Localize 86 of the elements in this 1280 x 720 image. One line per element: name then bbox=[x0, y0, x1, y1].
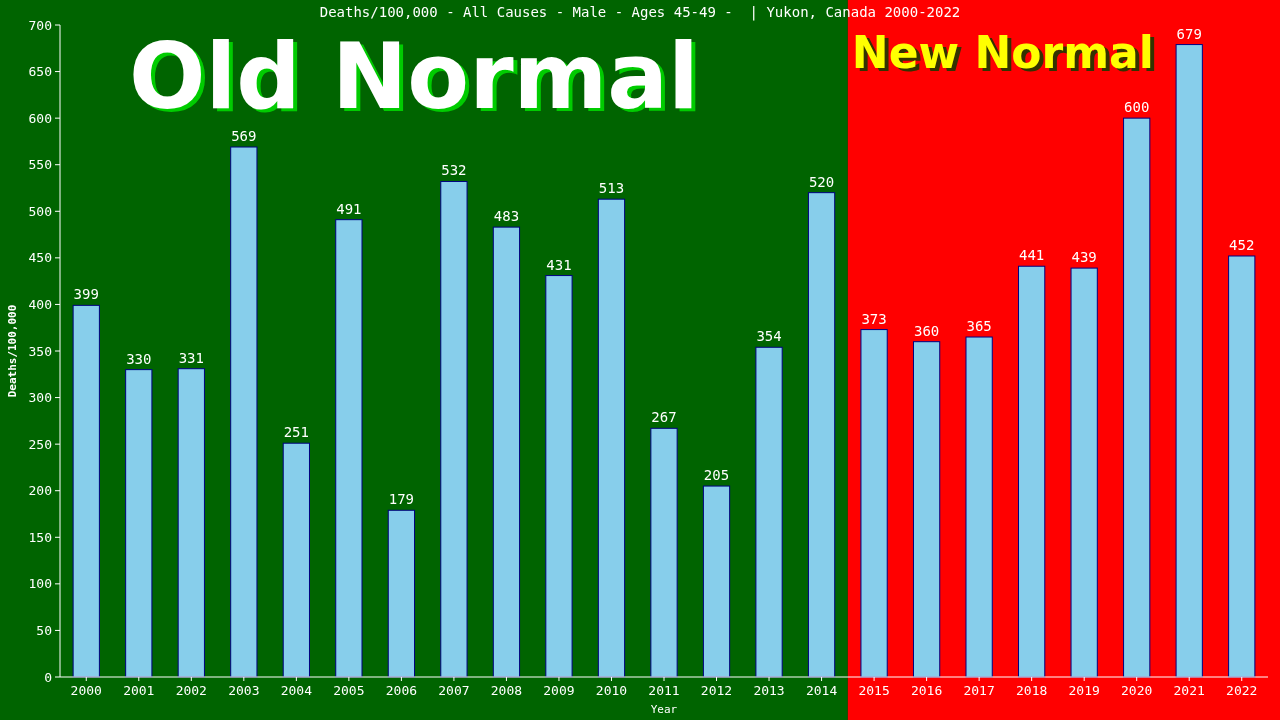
bar bbox=[965, 336, 993, 678]
bar bbox=[650, 427, 678, 678]
y-tick-label: 550 bbox=[28, 157, 52, 173]
y-tick-label: 700 bbox=[28, 17, 52, 33]
bar bbox=[1228, 255, 1256, 678]
x-tick-label: 2022 bbox=[1226, 683, 1258, 698]
y-axis-title: Deaths/100,000 bbox=[6, 304, 19, 398]
bar bbox=[387, 509, 416, 678]
bar bbox=[335, 219, 363, 678]
bar bbox=[72, 304, 100, 678]
x-tick-label: 2011 bbox=[648, 683, 680, 698]
y-tick-label: 500 bbox=[28, 203, 52, 219]
data-label: 439 bbox=[1071, 249, 1097, 266]
bar bbox=[1070, 267, 1098, 678]
y-tick-label: 400 bbox=[28, 296, 52, 312]
bar bbox=[230, 146, 258, 678]
x-tick-label: 2018 bbox=[1016, 683, 1048, 698]
bar bbox=[702, 485, 731, 678]
data-label: 331 bbox=[178, 349, 204, 366]
x-tick-label: 2007 bbox=[438, 683, 470, 698]
data-label: 205 bbox=[703, 467, 730, 484]
y-tick-label: 350 bbox=[28, 343, 52, 359]
bar bbox=[1175, 44, 1203, 678]
x-tick-label: 2005 bbox=[333, 683, 365, 698]
x-tick-label: 2006 bbox=[385, 683, 418, 698]
data-label: 600 bbox=[1124, 99, 1150, 116]
y-tick-label: 50 bbox=[36, 622, 52, 638]
x-tick-label: 2019 bbox=[1068, 683, 1100, 698]
data-label: 431 bbox=[546, 256, 572, 273]
x-tick-label: 2021 bbox=[1173, 683, 1205, 698]
y-tick-label: 450 bbox=[28, 250, 52, 266]
bar bbox=[597, 198, 626, 678]
bar bbox=[1018, 265, 1046, 678]
x-tick-label: 2009 bbox=[543, 683, 575, 698]
bar bbox=[492, 226, 521, 678]
data-label: 513 bbox=[598, 180, 625, 197]
x-tick-label: 2002 bbox=[175, 683, 207, 698]
data-label: 520 bbox=[808, 173, 835, 190]
data-label: 360 bbox=[913, 322, 940, 339]
x-tick-label: 2015 bbox=[858, 683, 890, 698]
x-axis-title: Year bbox=[650, 703, 678, 716]
y-tick-label: 200 bbox=[28, 483, 52, 499]
data-label: 452 bbox=[1229, 236, 1255, 253]
bar bbox=[282, 442, 310, 678]
data-label: 179 bbox=[388, 491, 415, 508]
data-label: 373 bbox=[861, 310, 887, 327]
bar bbox=[860, 329, 888, 678]
x-tick-label: 2010 bbox=[595, 683, 628, 698]
x-tick-label: 2020 bbox=[1121, 683, 1153, 698]
bar bbox=[755, 346, 783, 678]
bar bbox=[440, 180, 468, 678]
y-tick-label: 650 bbox=[28, 64, 52, 80]
y-tick-label: 0 bbox=[44, 669, 52, 685]
data-label: 679 bbox=[1176, 25, 1202, 42]
data-label: 354 bbox=[756, 328, 782, 345]
data-label: 399 bbox=[73, 286, 99, 303]
y-tick-label: 150 bbox=[28, 529, 52, 545]
data-label: 251 bbox=[283, 424, 309, 441]
x-tick-label: 2012 bbox=[700, 683, 733, 698]
bar bbox=[545, 275, 573, 678]
data-label: 569 bbox=[231, 128, 257, 145]
data-label: 267 bbox=[651, 409, 677, 426]
x-tick-label: 2000 bbox=[70, 683, 102, 698]
x-tick-label: 2001 bbox=[123, 683, 155, 698]
data-label: 532 bbox=[441, 162, 467, 179]
y-tick-label: 600 bbox=[28, 110, 52, 126]
x-tick-label: 2017 bbox=[963, 683, 995, 698]
x-tick-label: 2016 bbox=[910, 683, 943, 698]
data-label: 330 bbox=[126, 350, 152, 367]
y-tick-label: 300 bbox=[28, 390, 52, 406]
data-label: 483 bbox=[493, 208, 520, 225]
bar bbox=[912, 341, 941, 678]
data-label: 365 bbox=[966, 318, 992, 335]
bar bbox=[1123, 117, 1151, 678]
bar bbox=[807, 192, 836, 678]
data-label: 491 bbox=[336, 200, 362, 217]
bar bbox=[125, 369, 153, 678]
y-tick-label: 100 bbox=[28, 576, 52, 592]
x-tick-label: 2014 bbox=[805, 683, 838, 698]
x-tick-label: 2008 bbox=[490, 683, 523, 698]
data-label: 441 bbox=[1019, 247, 1045, 264]
x-tick-label: 2003 bbox=[228, 683, 260, 698]
x-tick-label: 2013 bbox=[753, 683, 785, 698]
bar bbox=[177, 368, 205, 678]
x-tick-label: 2004 bbox=[280, 683, 313, 698]
y-tick-label: 250 bbox=[28, 436, 52, 452]
